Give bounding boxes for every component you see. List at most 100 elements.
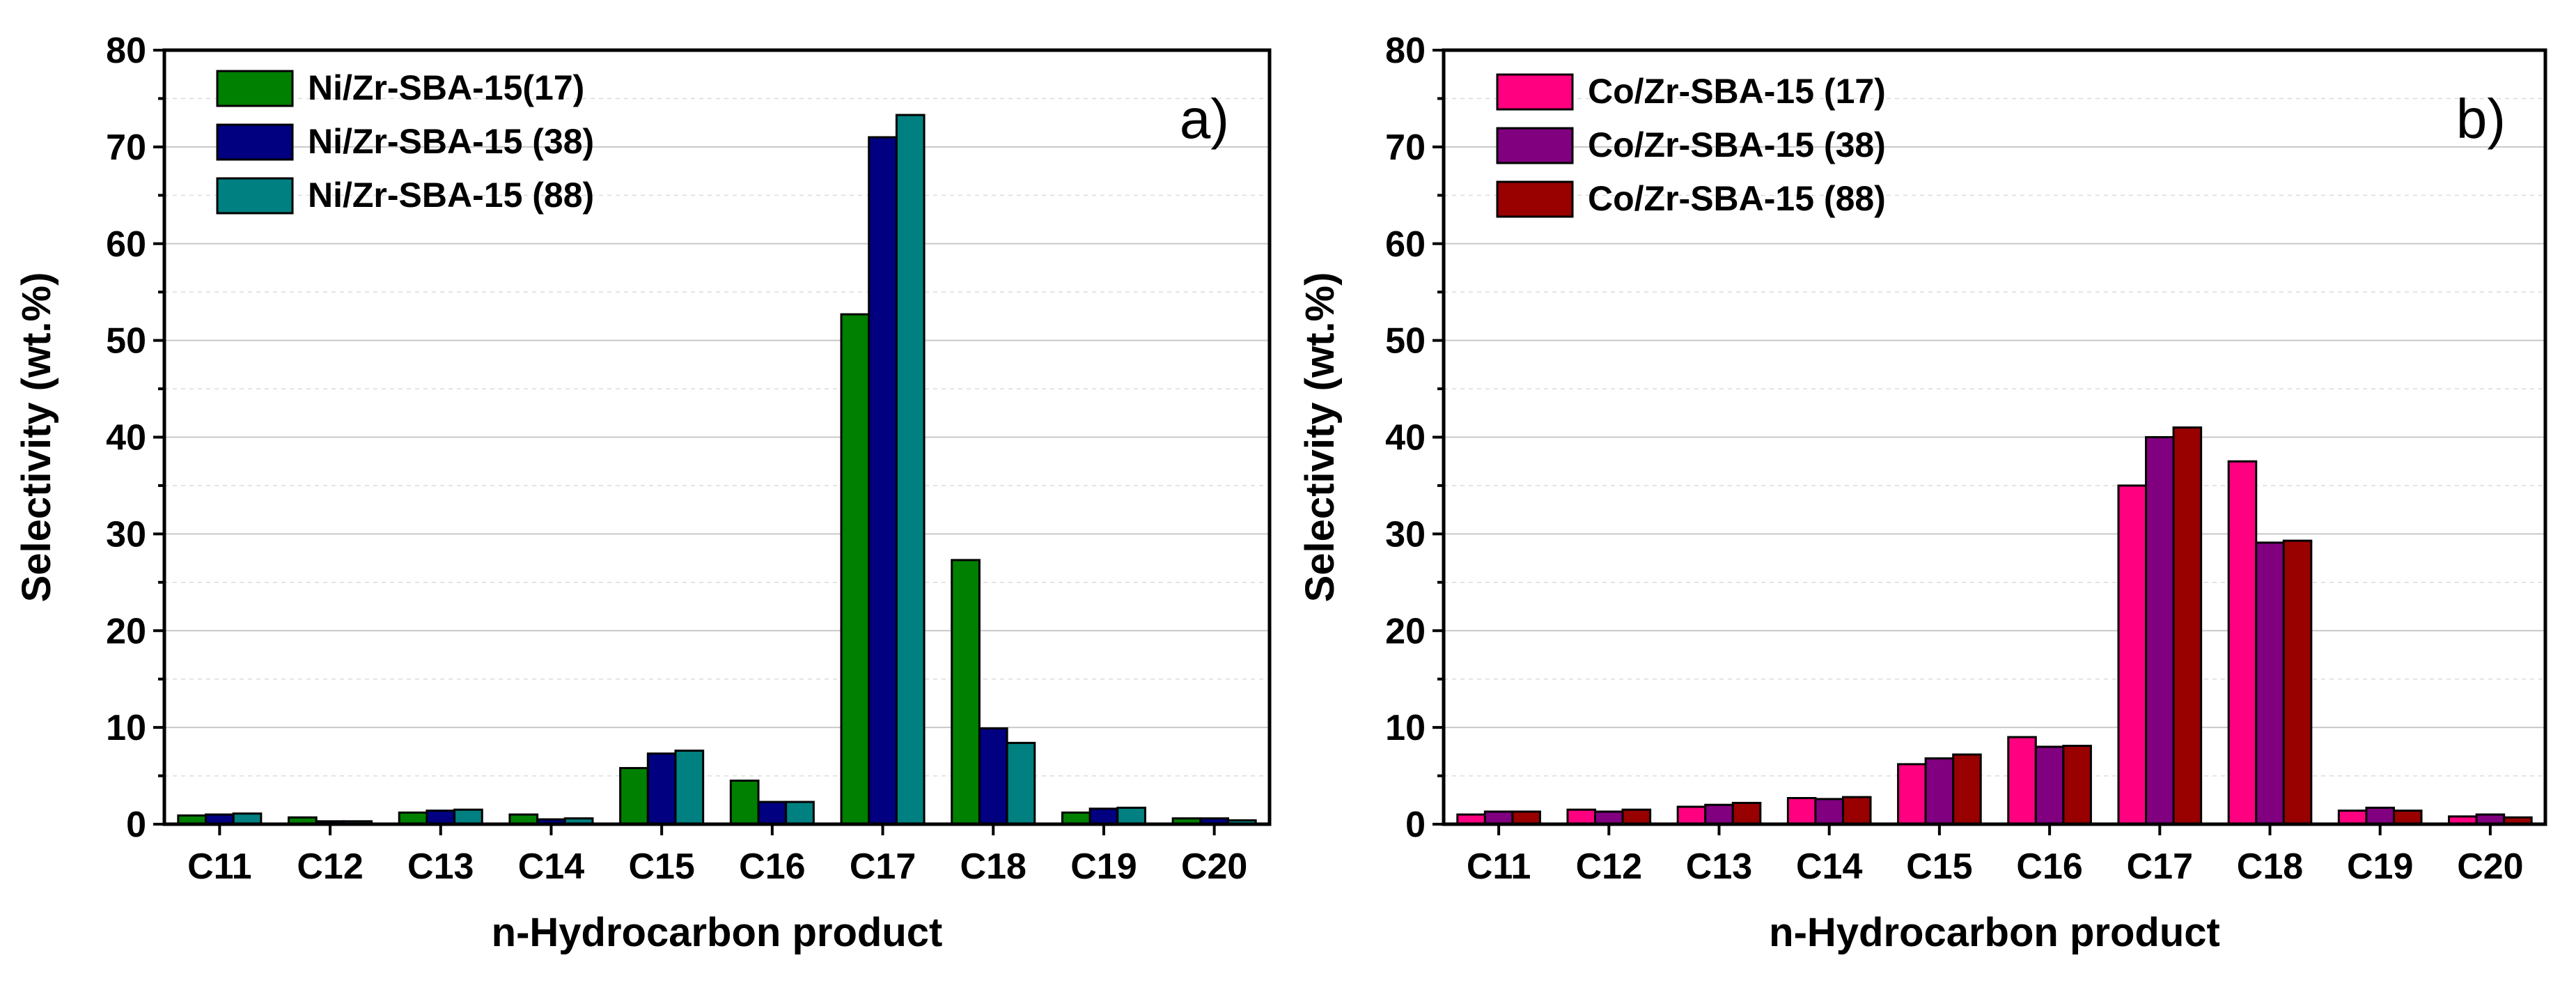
- bar-ni-zr-sba-15-88--c19: [1116, 806, 1146, 826]
- y-tick-label: 10: [106, 708, 146, 748]
- x-tick-label-c18: C18: [2237, 846, 2303, 887]
- y-tick-label: 40: [106, 418, 146, 458]
- bar-co-zr-sba-15-17--c18: [2227, 460, 2258, 826]
- bar-co-zr-sba-15-88--c14: [1841, 796, 1872, 826]
- bar-co-zr-sba-15-38--c11: [1483, 810, 1514, 826]
- legend-swatch: [216, 123, 294, 161]
- x-tick-label-c11: C11: [1467, 846, 1531, 887]
- bar-ni-zr-sba-15-38--c13: [426, 810, 456, 826]
- legend-label: Ni/Zr-SBA-15(17): [308, 68, 584, 107]
- legend-swatch: [1496, 127, 1574, 164]
- y-tick-label: 0: [126, 805, 146, 845]
- x-tick-label-c16: C16: [739, 846, 805, 887]
- bar-ni-zr-sba-15-17--c17: [840, 313, 871, 826]
- y-tick-label: 70: [106, 127, 146, 168]
- y-tick-label: 40: [1385, 418, 1426, 458]
- bar-ni-zr-sba-15-17--c18: [951, 559, 981, 826]
- y-tick-label: 0: [1405, 805, 1426, 845]
- y-tick-label: 30: [1385, 514, 1426, 555]
- y-axis-title: Selectivity (wt.%): [14, 272, 59, 603]
- bar-co-zr-sba-15-38--c13: [1704, 803, 1734, 826]
- y-tick-label: 20: [1385, 611, 1426, 651]
- x-axis-title: n-Hydrocarbon product: [492, 910, 943, 955]
- x-tick-label-c19: C19: [1070, 846, 1137, 887]
- legend-label: Co/Zr-SBA-15 (38): [1588, 125, 1886, 164]
- bar-co-zr-sba-15-38--c12: [1594, 810, 1624, 826]
- x-tick-label-c11: C11: [187, 846, 252, 887]
- x-tick-label-c14: C14: [518, 846, 584, 887]
- bar-co-zr-sba-15-38--c17: [2145, 436, 2175, 826]
- bar-co-zr-sba-15-38--c19: [2365, 806, 2395, 826]
- legend: Co/Zr-SBA-15 (17) Co/Zr-SBA-15 (38) Co/Zr-…: [1496, 72, 1886, 218]
- legend-label: Co/Zr-SBA-15 (88): [1588, 179, 1886, 218]
- x-tick-label-c13: C13: [1686, 846, 1752, 887]
- bar-co-zr-sba-15-88--c13: [1731, 801, 1762, 826]
- bar-co-zr-sba-15-38--c14: [1814, 798, 1844, 826]
- x-tick-label-c12: C12: [1576, 846, 1642, 887]
- bar-co-zr-sba-15-17--c13: [1676, 805, 1707, 826]
- y-tick-label: 50: [106, 321, 146, 362]
- legend-label: Ni/Zr-SBA-15 (88): [308, 176, 594, 215]
- panel-label: a): [1180, 88, 1229, 150]
- y-tick-label: 60: [1385, 224, 1426, 265]
- bar-ni-zr-sba-15-38--c19: [1088, 807, 1119, 826]
- panel-label: b): [2456, 88, 2506, 150]
- bar-ni-zr-sba-15-38--c16: [757, 800, 788, 826]
- y-tick-label: 30: [106, 514, 146, 555]
- bar-co-zr-sba-15-17--c12: [1566, 808, 1597, 826]
- chart-panel-1: 0 10 20 30 40 50 60 70 80 C11 C12 C13 C14 C15 C16 C17 C1…: [14, 31, 1272, 955]
- y-tick-label: 20: [106, 611, 146, 651]
- bar-co-zr-sba-15-88--c17: [2172, 426, 2203, 826]
- bar-co-zr-sba-15-38--c16: [2034, 745, 2065, 826]
- bar-ni-zr-sba-15-38--c15: [646, 752, 677, 826]
- bar-co-zr-sba-15-17--c17: [2117, 484, 2148, 826]
- legend-swatch: [216, 177, 294, 215]
- legend-swatch: [1496, 180, 1574, 218]
- legend: Ni/Zr-SBA-15(17) Ni/Zr-SBA-15 (38) Ni/Zr-S…: [216, 68, 594, 215]
- y-tick-label: 60: [106, 224, 146, 265]
- bar-co-zr-sba-15-38--c15: [1924, 757, 1955, 826]
- x-tick-label-c17: C17: [850, 846, 916, 887]
- x-tick-label-c14: C14: [1796, 846, 1862, 887]
- y-tick-label: 10: [1385, 708, 1426, 748]
- x-tick-label-c20: C20: [2457, 846, 2523, 887]
- bar-ni-zr-sba-15-17--c15: [619, 766, 649, 826]
- bar-co-zr-sba-15-88--c12: [1621, 808, 1652, 826]
- bar-co-zr-sba-15-17--c16: [2007, 736, 2037, 826]
- legend-swatch: [1496, 73, 1574, 111]
- legend-swatch: [216, 70, 294, 107]
- y-tick-label: 70: [1385, 127, 1426, 168]
- x-tick-label-c18: C18: [960, 846, 1027, 887]
- bar-ni-zr-sba-15-88--c18: [1006, 741, 1036, 826]
- y-tick-label: 80: [106, 31, 146, 71]
- y-axis-title: Selectivity (wt.%): [1297, 272, 1343, 603]
- bar-ni-zr-sba-15-88--c15: [674, 749, 705, 826]
- bar-co-zr-sba-15-88--c15: [1952, 753, 1982, 826]
- x-tick-label-c15: C15: [1906, 846, 1972, 887]
- bar-co-zr-sba-15-17--c14: [1786, 797, 1817, 826]
- bar-ni-zr-sba-15-88--c16: [785, 800, 815, 826]
- x-tick-label-c19: C19: [2347, 846, 2413, 887]
- legend-label: Ni/Zr-SBA-15 (38): [308, 122, 594, 161]
- bar-co-zr-sba-15-88--c11: [1511, 810, 1541, 826]
- x-tick-label-c16: C16: [2016, 846, 2082, 887]
- bar-co-zr-sba-15-38--c18: [2255, 541, 2285, 826]
- legend-label: Co/Zr-SBA-15 (17): [1588, 72, 1886, 111]
- x-tick-label-c13: C13: [407, 846, 474, 887]
- y-tick-label: 50: [1385, 321, 1426, 362]
- y-tick-label: 80: [1385, 31, 1426, 71]
- bar-co-zr-sba-15-88--c18: [2282, 539, 2313, 826]
- x-tick-label-c20: C20: [1181, 846, 1247, 887]
- bar-ni-zr-sba-15-38--c17: [868, 136, 898, 826]
- x-tick-label-c15: C15: [628, 846, 694, 887]
- bar-co-zr-sba-15-17--c15: [1897, 763, 1927, 826]
- chart-panel-2: 0 10 20 30 40 50 60 70 80 C11 C12 C13 C14 C15 C16 C17 C1…: [1297, 31, 2547, 955]
- x-tick-label-c17: C17: [2127, 846, 2193, 887]
- bar-ni-zr-sba-15-17--c16: [729, 780, 760, 826]
- bar-ni-zr-sba-15-88--c13: [453, 808, 483, 826]
- x-axis-title: n-Hydrocarbon product: [1769, 910, 2220, 955]
- x-tick-label-c12: C12: [297, 846, 363, 887]
- bar-co-zr-sba-15-88--c16: [2062, 745, 2092, 826]
